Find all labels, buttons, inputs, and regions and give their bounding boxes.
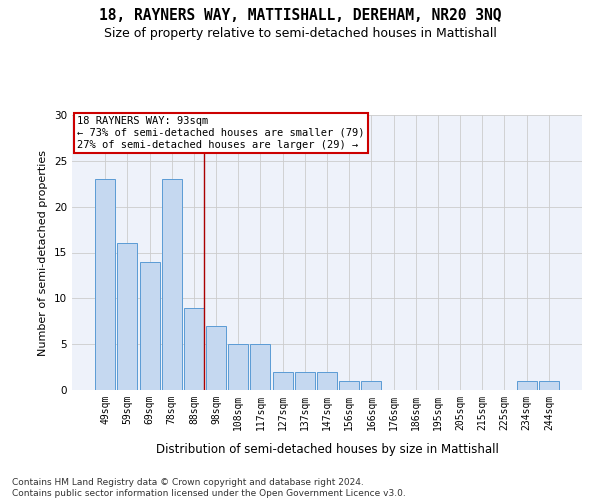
Bar (295, 372, 315, 390)
Bar (317, 372, 337, 390)
Bar (517, 381, 536, 390)
Bar (206, 326, 226, 390)
Text: 18, RAYNERS WAY, MATTISHALL, DEREHAM, NR20 3NQ: 18, RAYNERS WAY, MATTISHALL, DEREHAM, NR… (99, 8, 501, 22)
Bar (184, 308, 204, 390)
Bar (361, 381, 382, 390)
Bar (250, 344, 271, 390)
Y-axis label: Number of semi-detached properties: Number of semi-detached properties (38, 150, 49, 356)
Bar (228, 344, 248, 390)
Text: 18 RAYNERS WAY: 93sqm
← 73% of semi-detached houses are smaller (79)
27% of semi: 18 RAYNERS WAY: 93sqm ← 73% of semi-deta… (77, 116, 365, 150)
Bar (339, 381, 359, 390)
Text: Contains HM Land Registry data © Crown copyright and database right 2024.
Contai: Contains HM Land Registry data © Crown c… (12, 478, 406, 498)
Bar (539, 381, 559, 390)
Bar (95, 179, 115, 390)
Text: Distribution of semi-detached houses by size in Mattishall: Distribution of semi-detached houses by … (155, 442, 499, 456)
Text: Size of property relative to semi-detached houses in Mattishall: Size of property relative to semi-detach… (104, 28, 496, 40)
Bar (140, 262, 160, 390)
Bar (118, 244, 137, 390)
Bar (272, 372, 293, 390)
Bar (162, 179, 182, 390)
